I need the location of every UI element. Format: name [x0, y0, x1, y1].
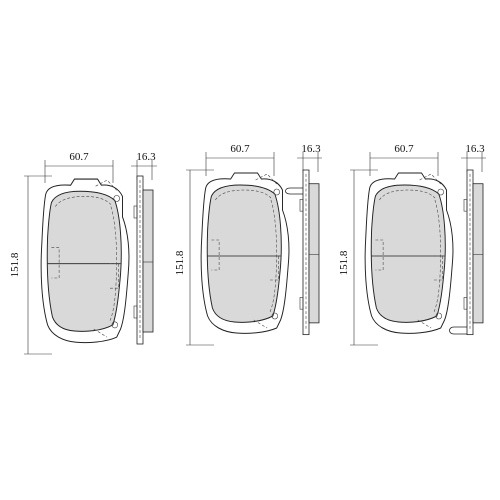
pad-front-view-3 — [364, 172, 454, 334]
width-dimension-1: 60.7 — [44, 151, 114, 183]
height-dimension-2: 151.8 — [174, 169, 214, 346]
width-label-1: 60.7 — [69, 151, 89, 163]
width-label-2: 60.7 — [230, 143, 250, 155]
wear-indicator-clip-3 — [449, 326, 467, 335]
drawing-3: 60.7 151.8 16.3 — [338, 143, 486, 346]
drawing-1: 60.7 151.8 16.3 — [9, 151, 157, 355]
width-dimension-2: 60.7 — [205, 143, 275, 176]
thickness-dimension-2: 16.3 — [297, 143, 322, 172]
height-dimension-1: 151.8 — [9, 175, 52, 355]
width-dimension-3: 60.7 — [369, 143, 439, 176]
height-dimension-3: 151.8 — [338, 169, 378, 346]
width-label-3: 60.7 — [394, 143, 414, 155]
thickness-label-2: 16.3 — [301, 143, 321, 155]
thickness-dimension-3: 16.3 — [461, 143, 486, 172]
thickness-label-3: 16.3 — [465, 143, 485, 155]
pad-side-view-2 — [299, 169, 320, 336]
height-label-3: 151.8 — [338, 250, 350, 275]
drawing-2: 60.7 151.8 16.3 — [174, 143, 322, 346]
thickness-label-1: 16.3 — [136, 151, 156, 163]
pad-side-view-1 — [133, 175, 154, 345]
wear-indicator-clip-2 — [285, 187, 303, 195]
pad-front-view-2 — [200, 172, 290, 334]
height-label-1: 151.8 — [9, 252, 21, 277]
pad-front-view-1 — [40, 178, 130, 344]
thickness-dimension-1: 16.3 — [131, 151, 157, 180]
height-label-2: 151.8 — [174, 250, 186, 275]
pad-side-view-3 — [463, 169, 484, 336]
